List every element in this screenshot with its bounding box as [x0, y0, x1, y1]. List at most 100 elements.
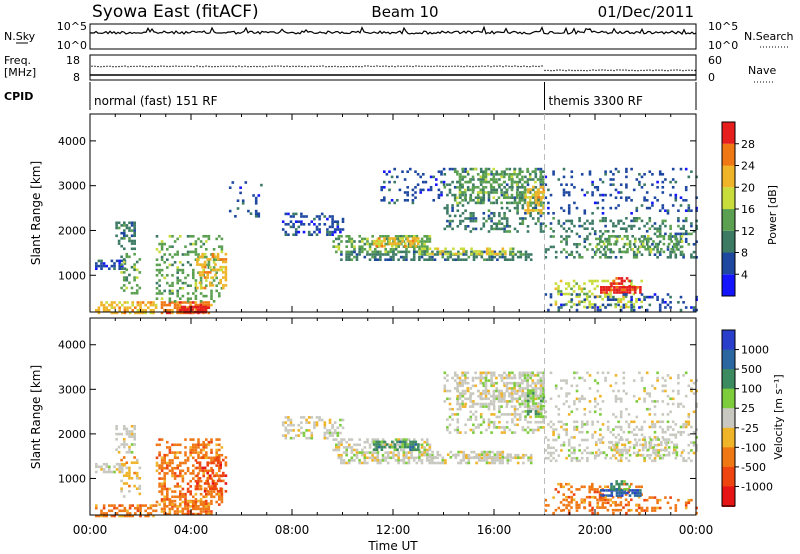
- range-time-cell: [606, 498, 610, 502]
- range-time-cell: [171, 309, 174, 312]
- range-time-cell: [412, 250, 416, 254]
- range-time-cell: [675, 245, 679, 248]
- range-time-cell: [130, 239, 134, 243]
- range-time-cell: [532, 185, 535, 189]
- range-time-cell: [599, 428, 602, 431]
- range-time-cell: [500, 206, 504, 210]
- nave-point: [199, 65, 201, 68]
- range-time-cell: [516, 461, 520, 465]
- range-time-cell: [508, 376, 511, 380]
- range-time-cell: [350, 451, 354, 454]
- range-time-cell: [492, 402, 496, 406]
- range-time-cell: [133, 263, 136, 266]
- range-time-cell: [570, 459, 574, 463]
- range-time-cell: [216, 255, 220, 259]
- range-time-cell: [423, 258, 426, 261]
- range-time-cell: [682, 253, 685, 256]
- range-time-cell: [502, 196, 506, 199]
- range-time-cell: [643, 459, 646, 463]
- range-time-cell: [372, 239, 376, 243]
- range-time-cell: [347, 250, 351, 254]
- range-time-cell: [578, 506, 581, 509]
- range-time-cell: [375, 245, 378, 248]
- range-time-cell: [224, 461, 228, 464]
- range-time-cell: [199, 305, 202, 309]
- range-time-cell: [488, 450, 492, 454]
- range-time-cell: [484, 180, 488, 184]
- range-time-cell: [487, 420, 491, 424]
- range-time-cell: [176, 456, 179, 460]
- range-time-cell: [514, 456, 517, 460]
- range-time-cell: [682, 227, 685, 230]
- range-time-cell: [396, 448, 399, 451]
- range-time-cell: [654, 453, 658, 457]
- nave-point: [193, 66, 195, 68]
- range-time-cell: [567, 292, 571, 296]
- range-time-cell: [418, 248, 421, 251]
- range-time-cell: [131, 309, 134, 312]
- range-time-cell: [115, 468, 119, 471]
- range-time-cell: [202, 235, 205, 238]
- range-time-cell: [604, 237, 607, 241]
- range-time-cell: [158, 271, 161, 274]
- range-time-cell: [117, 432, 121, 436]
- range-time-cell: [128, 226, 131, 230]
- range-time-cell: [449, 456, 453, 459]
- range-time-cell: [192, 456, 195, 460]
- range-time-cell: [614, 298, 618, 301]
- range-time-cell: [219, 258, 222, 261]
- range-time-cell: [451, 376, 454, 380]
- range-time-cell: [675, 237, 679, 241]
- range-time-cell: [472, 250, 476, 253]
- range-time-cell: [350, 448, 354, 452]
- range-time-cell: [113, 264, 116, 268]
- nave-point: [514, 65, 516, 67]
- range-time-cell: [121, 303, 124, 307]
- range-time-cell: [375, 445, 378, 449]
- range-time-cell: [436, 250, 439, 254]
- range-time-cell: [138, 466, 142, 470]
- range-time-cell: [155, 464, 159, 467]
- range-time-cell: [211, 284, 215, 287]
- range-time-cell: [133, 252, 136, 256]
- range-time-cell: [376, 438, 380, 441]
- range-time-cell: [490, 413, 493, 416]
- range-time-cell: [521, 428, 525, 432]
- range-time-cell: [503, 394, 506, 398]
- range-time-cell: [123, 231, 126, 235]
- range-time-cell: [337, 248, 341, 251]
- range-time-cell: [220, 287, 224, 290]
- range-time-cell: [189, 451, 192, 454]
- range-time-cell: [500, 201, 503, 205]
- range-time-cell: [184, 459, 187, 462]
- range-time-cell: [340, 461, 343, 465]
- range-time-cell: [205, 443, 208, 447]
- range-time-cell: [588, 504, 592, 507]
- range-time-cell: [684, 459, 688, 463]
- range-time-cell: [669, 232, 672, 236]
- range-time-cell: [518, 201, 522, 205]
- nave-point: [445, 65, 447, 68]
- range-time-cell: [128, 273, 131, 277]
- range-time-cell: [456, 170, 459, 173]
- range-time-cell: [155, 500, 159, 504]
- range-time-cell: [397, 237, 400, 241]
- range-time-cell: [387, 237, 390, 241]
- range-time-cell: [201, 308, 205, 311]
- range-time-cell: [539, 227, 543, 231]
- range-time-cell: [604, 217, 607, 220]
- range-time-cell: [638, 438, 641, 442]
- range-time-cell: [205, 235, 208, 238]
- range-time-cell: [458, 405, 462, 408]
- range-time-cell: [628, 453, 632, 457]
- range-time-cell: [133, 278, 136, 282]
- range-time-cell: [257, 194, 261, 197]
- range-time-cell: [414, 191, 417, 194]
- range-time-cell: [392, 451, 395, 454]
- range-time-cell: [396, 242, 399, 245]
- range-time-cell: [399, 250, 403, 254]
- range-time-cell: [472, 255, 476, 259]
- range-time-cell: [542, 185, 546, 189]
- range-time-cell: [513, 196, 517, 199]
- range-time-cell: [695, 240, 698, 243]
